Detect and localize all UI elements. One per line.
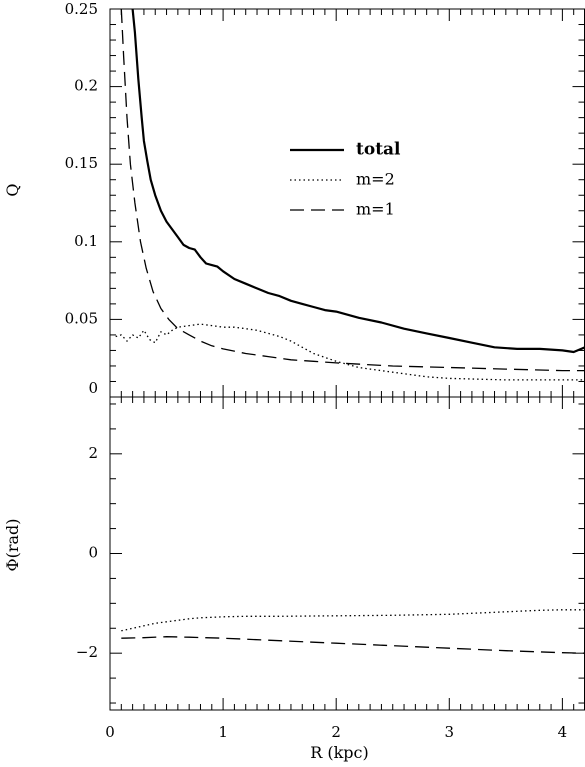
top-ticks-group — [109, 8, 585, 398]
bottom-ticks-group — [109, 397, 585, 710]
top-ytick-label: 0.25 — [65, 0, 98, 18]
bottom-ytick-labels: −2 0 2 — [76, 444, 98, 661]
top-ytick-labels: 0 0.05 0.1 0.15 0.2 0.25 — [65, 0, 98, 397]
bottom-series-m1-line — [121, 636, 585, 654]
legend-label-total: total — [356, 140, 401, 160]
top-plot-frame — [109, 8, 585, 398]
bottom-series-group — [121, 609, 585, 654]
bottom-y-axis-title: Φ(rad) — [3, 518, 22, 571]
bottom-ytick-label: 2 — [88, 444, 98, 462]
bottom-panel: −2 0 2 0 1 2 3 4 Φ(rad) R (kpc) — [3, 396, 585, 762]
top-ytick-label: 0.1 — [74, 232, 98, 250]
top-series-group — [115, 9, 585, 381]
top-series-m1-line — [120, 9, 585, 372]
xtick-label: 3 — [445, 723, 455, 741]
bottom-plot-frame — [109, 396, 585, 711]
xtick-label: 1 — [218, 723, 228, 741]
legend-label-m1: m=1 — [356, 200, 395, 219]
bottom-ytick-label: −2 — [76, 643, 98, 661]
top-ytick-label: 0.15 — [65, 154, 98, 172]
top-series-m2-line — [115, 323, 585, 381]
top-y-axis-title: Q — [3, 183, 22, 196]
xtick-label: 0 — [105, 723, 115, 741]
legend: total m=2 m=1 — [290, 140, 401, 219]
xtick-label: 4 — [558, 723, 568, 741]
top-ytick-label: 0.2 — [74, 77, 98, 95]
bottom-series-m2-line — [121, 609, 585, 632]
bottom-ytick-label: 0 — [88, 544, 98, 562]
top-panel: 0 0.05 0.1 0.15 0.2 0.25 Q total m=2 m=1 — [3, 0, 585, 398]
top-ytick-label: 0 — [88, 379, 98, 397]
top-ytick-label: 0.05 — [65, 309, 98, 327]
top-series-total-line — [131, 9, 585, 354]
legend-label-m2: m=2 — [356, 170, 395, 189]
bottom-xtick-labels: 0 1 2 3 4 — [105, 723, 567, 741]
xtick-label: 2 — [331, 723, 341, 741]
x-axis-title: R (kpc) — [310, 743, 369, 762]
